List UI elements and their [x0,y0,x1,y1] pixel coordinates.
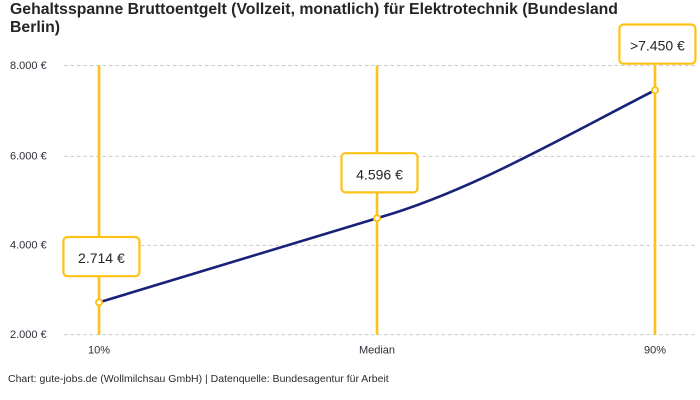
svg-text:2.714 €: 2.714 € [78,250,125,266]
svg-text:4.000 €: 4.000 € [10,240,47,252]
svg-text:6.000 €: 6.000 € [10,151,47,163]
svg-text:2.000 €: 2.000 € [10,329,47,341]
svg-text:10%: 10% [88,345,110,357]
svg-text:>7.450 €: >7.450 € [630,38,685,54]
svg-text:4.596 €: 4.596 € [356,166,403,182]
svg-text:Median: Median [359,345,395,357]
svg-text:8.000 €: 8.000 € [10,60,47,72]
svg-text:90%: 90% [644,345,666,357]
